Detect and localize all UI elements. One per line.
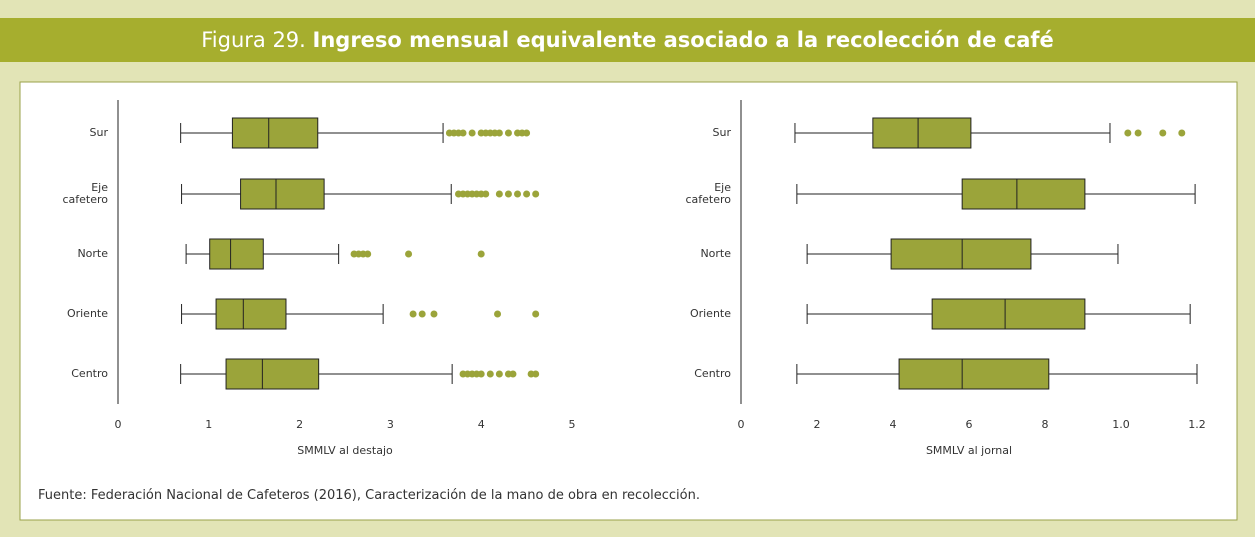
box bbox=[872, 117, 972, 149]
x-tick-label: 4 bbox=[478, 418, 485, 431]
box bbox=[231, 117, 319, 149]
box bbox=[240, 178, 325, 210]
outlier bbox=[459, 129, 467, 137]
outlier bbox=[532, 190, 540, 198]
category-label: Sur bbox=[89, 126, 108, 139]
outlier bbox=[1124, 129, 1132, 137]
category-label: Centro bbox=[71, 367, 108, 380]
category-label: Sur bbox=[712, 126, 731, 139]
category-label: Eje cafetero bbox=[685, 181, 731, 206]
outlier bbox=[477, 370, 485, 378]
outlier bbox=[364, 250, 372, 258]
outlier bbox=[494, 310, 502, 318]
x-tick-label: 5 bbox=[569, 418, 576, 431]
outlier bbox=[532, 310, 540, 318]
x-tick-label: 8 bbox=[1042, 418, 1049, 431]
figure-title: Ingreso mensual equivalente asociado a l… bbox=[312, 28, 1054, 52]
outlier bbox=[504, 190, 512, 198]
box bbox=[931, 298, 1086, 330]
outlier bbox=[477, 250, 485, 258]
box bbox=[898, 358, 1050, 390]
category-label: Norte bbox=[700, 247, 731, 260]
x-tick-label: 2 bbox=[296, 418, 303, 431]
outlier bbox=[1159, 129, 1167, 137]
category-label: Norte bbox=[77, 247, 108, 260]
outlier bbox=[504, 129, 512, 137]
x-tick-label: 1 bbox=[205, 418, 212, 431]
figure-number: Figura 29. bbox=[201, 28, 306, 52]
x-tick-label: 1.0 bbox=[1112, 418, 1130, 431]
box bbox=[961, 178, 1086, 210]
box bbox=[215, 298, 287, 330]
outlier bbox=[532, 370, 540, 378]
header: Figura 29. Ingreso mensual equivalente a… bbox=[0, 18, 1255, 62]
x-tick-label: 2 bbox=[814, 418, 821, 431]
outlier bbox=[509, 370, 517, 378]
x-tick-label: 4 bbox=[890, 418, 897, 431]
x-tick-label: 0 bbox=[115, 418, 122, 431]
source-note: Fuente: Federación Nacional de Cafeteros… bbox=[38, 488, 700, 503]
box bbox=[225, 358, 320, 390]
category-label: Oriente bbox=[689, 307, 731, 320]
category-label: Oriente bbox=[66, 307, 108, 320]
x-axis-label: SMMLV al jornal bbox=[926, 444, 1012, 457]
x-tick-label: 1.2 bbox=[1188, 418, 1206, 431]
outlier bbox=[430, 310, 438, 318]
x-tick-label: 3 bbox=[387, 418, 394, 431]
outlier bbox=[482, 190, 490, 198]
x-tick-label: 0 bbox=[738, 418, 745, 431]
outlier bbox=[405, 250, 413, 258]
outlier bbox=[418, 310, 426, 318]
x-axis-label: SMMLV al destajo bbox=[297, 444, 393, 457]
outlier bbox=[514, 190, 522, 198]
outlier bbox=[495, 370, 503, 378]
outlier bbox=[1134, 129, 1142, 137]
x-tick-label: 6 bbox=[966, 418, 973, 431]
outlier bbox=[495, 190, 503, 198]
outlier bbox=[486, 370, 494, 378]
box bbox=[890, 238, 1032, 270]
outlier bbox=[468, 129, 476, 137]
outlier bbox=[495, 129, 503, 137]
outlier bbox=[1178, 129, 1186, 137]
outlier bbox=[523, 129, 531, 137]
outlier bbox=[523, 190, 531, 198]
category-label: Centro bbox=[694, 367, 731, 380]
box bbox=[209, 238, 264, 270]
outlier bbox=[409, 310, 417, 318]
category-label: Eje cafetero bbox=[62, 181, 108, 206]
